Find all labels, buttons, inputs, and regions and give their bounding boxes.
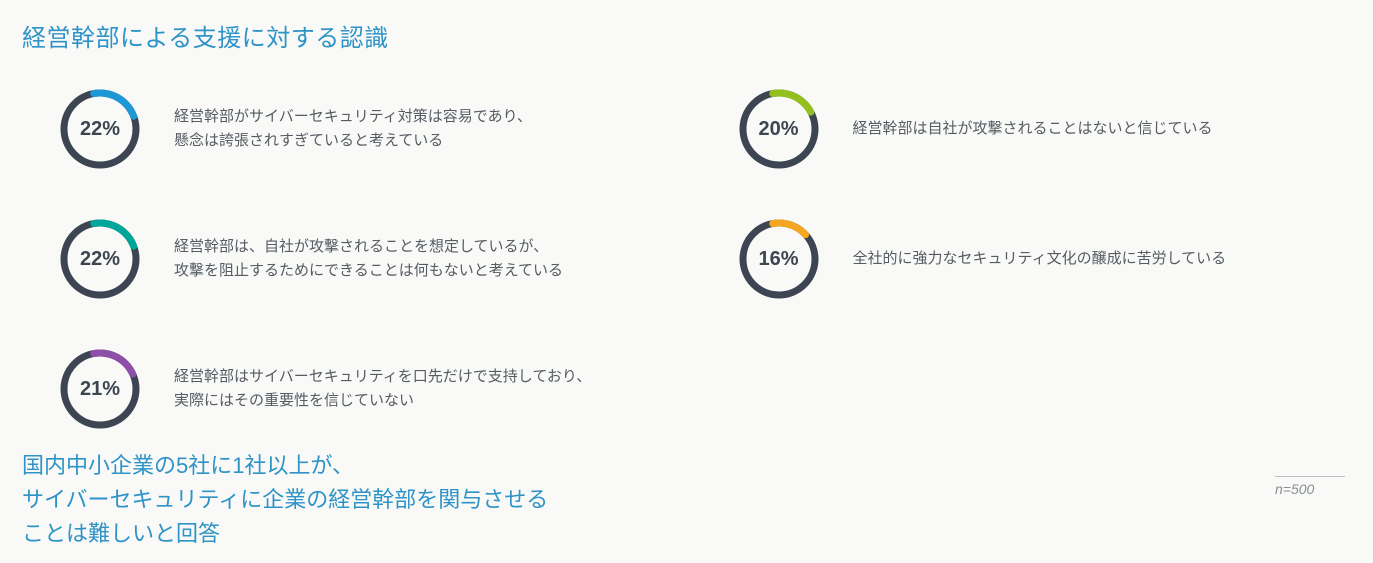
donut-item: 22% 経営幹部は、自社が攻撃されることを想定しているが、攻撃を阻止するためにでき… [54, 213, 673, 305]
donut: 16% [733, 213, 825, 305]
donut-value: 20% [733, 83, 825, 175]
donut-description: 経営幹部はサイバーセキュリティを口先だけで支持しており、実際にはその重要性を信じ… [174, 365, 591, 413]
summary-text: 国内中小企業の5社に1社以上が、サイバーセキュリティに企業の経営幹部を関与させる… [22, 449, 548, 551]
donut-item: 22% 経営幹部がサイバーセキュリティ対策は容易であり、懸念は誇張されすぎていると… [54, 83, 673, 175]
donut-item: 20% 経営幹部は自社が攻撃されることはないと信じている [733, 83, 1352, 175]
donut-description: 経営幹部がサイバーセキュリティ対策は容易であり、懸念は誇張されすぎていると考えて… [174, 105, 532, 153]
donut: 22% [54, 83, 146, 175]
donut-description: 経営幹部は、自社が攻撃されることを想定しているが、攻撃を阻止するためにできること… [174, 235, 563, 283]
donut-value: 21% [54, 343, 146, 435]
donut: 20% [733, 83, 825, 175]
donut-item: 21% 経営幹部はサイバーセキュリティを口先だけで支持しており、実際にはその重要性… [54, 343, 673, 435]
donut: 21% [54, 343, 146, 435]
donut-item: 16% 全社的に強力なセキュリティ文化の醸成に苦労している [733, 213, 1352, 305]
donut: 22% [54, 213, 146, 305]
donut-description: 全社的に強力なセキュリティ文化の醸成に苦労している [853, 247, 1227, 271]
donut-value: 22% [54, 83, 146, 175]
page-title: 経営幹部による支援に対する認識 [22, 18, 1351, 53]
donut-description: 経営幹部は自社が攻撃されることはないと信じている [853, 117, 1213, 141]
donut-value: 16% [733, 213, 825, 305]
footnote: n=500 [1275, 476, 1345, 497]
donut-grid: 22% 経営幹部がサイバーセキュリティ対策は容易であり、懸念は誇張されすぎていると… [22, 83, 1351, 435]
donut-value: 22% [54, 213, 146, 305]
